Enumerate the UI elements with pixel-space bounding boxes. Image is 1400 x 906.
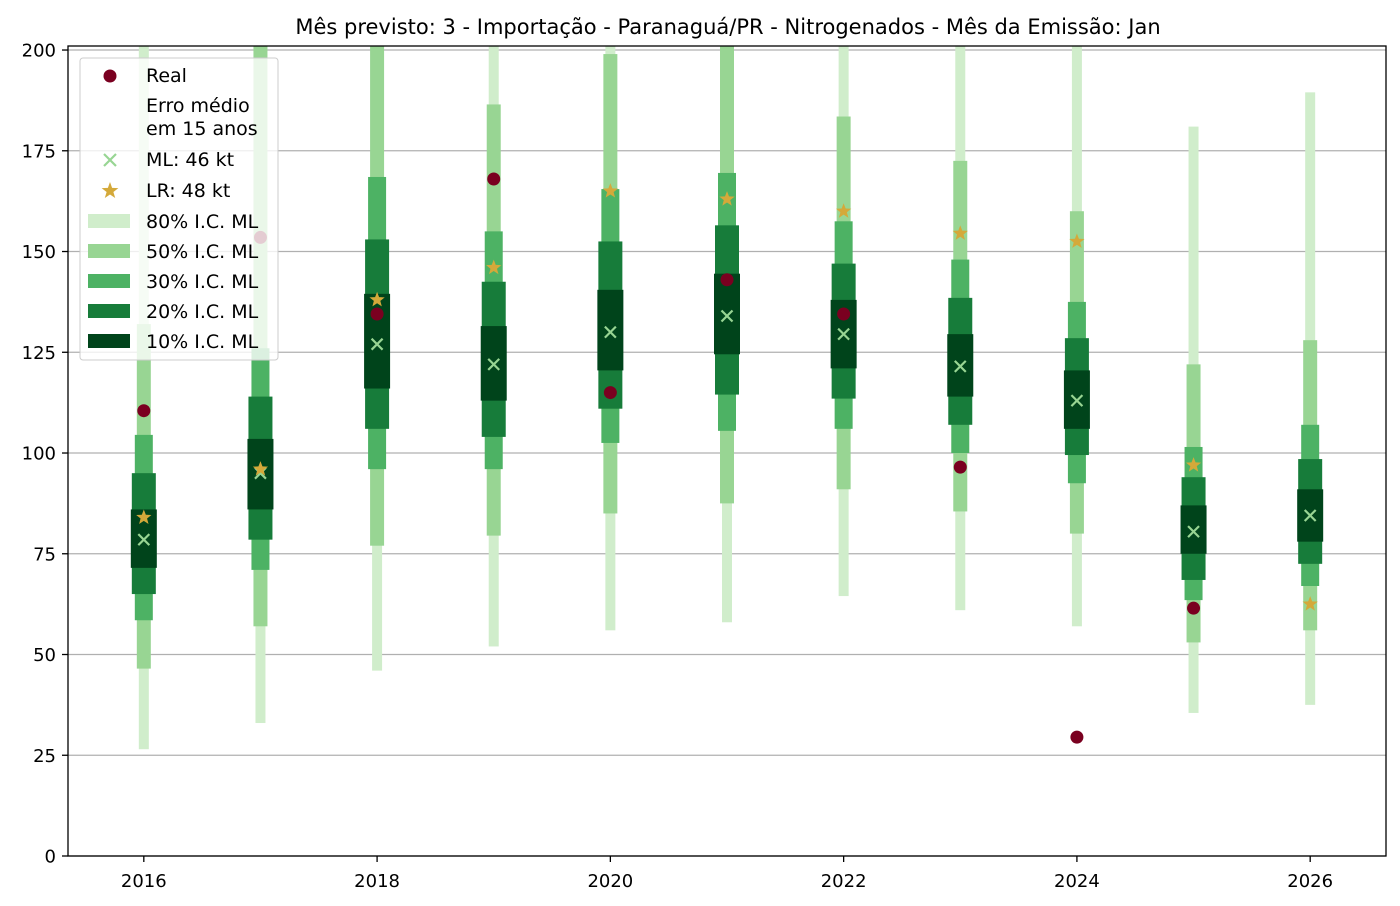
ci10-bar [1180,505,1207,554]
legend-note-line1: Erro médio [146,95,250,117]
ml-marker [137,533,151,546]
real-marker [837,307,851,321]
ml-marker [370,337,384,351]
axes: 0 25 50 75 100 125 150 175 200 2016 2018 2020 2022 20… [22,41,1387,892]
real-marker [603,386,617,400]
y-tick-label: 50 [33,645,56,666]
legend-lr-marker [101,182,119,198]
markers [136,172,1318,744]
x-tick-label: 2016 [121,871,167,892]
lr-marker [369,291,385,307]
legend-real-marker [103,69,117,83]
lr-marker [836,203,852,218]
y-tick-label: 150 [22,242,56,263]
legend-ml-marker [103,153,117,167]
y-tick-label: 200 [22,41,56,62]
legend-ci20-swatch [88,304,130,318]
legend-ci10-label: 10% I.C. ML [146,331,259,353]
y-tick-label: 25 [33,746,56,767]
ml-marker-stroke [720,309,734,323]
lr-marker [719,191,735,206]
real-marker [370,307,384,321]
ml-marker [953,360,967,373]
x-tick-label: 2022 [821,871,867,892]
y-tick-label: 100 [22,444,56,465]
x-tick-label: 2018 [354,871,400,892]
legend-ml-label: ML: 46 kt [146,149,234,171]
legend-ci50-swatch [88,244,130,258]
legend: Real Erro médio em 15 anos ML: 46 kt LR:… [79,57,279,361]
ml-marker [604,325,617,339]
legend-real-label: Real [146,65,187,87]
real-marker [953,460,967,474]
real-marker [720,273,734,287]
x-tick-label: 2024 [1054,871,1100,892]
ml-marker [1070,394,1084,407]
ml-marker [1187,525,1200,538]
legend-ci30-swatch [88,274,130,288]
y-tick-label: 0 [45,847,56,868]
ml-marker-stroke [137,533,151,546]
ci10-bar [597,289,624,371]
legend-ci30-label: 30% I.C. ML [146,271,259,293]
real-marker [137,404,151,418]
x-tick-label: 2020 [587,871,633,892]
ml-marker [1303,509,1317,522]
ml-marker [720,309,734,323]
lr-marker [1302,596,1318,611]
real-marker [487,172,501,186]
x-tick-label: 2026 [1287,871,1333,892]
y-tick-label: 125 [22,343,56,364]
lr-marker [252,461,269,476]
plot-frame [67,45,1387,857]
legend-note-line2: em 15 anos [146,118,258,140]
confidence-intervals [130,46,1324,750]
real-marker [1070,730,1084,744]
legend-ci10-swatch [88,334,130,348]
legend-ci80-swatch [88,214,130,228]
ml-marker-stroke [604,325,617,339]
y-tick-label: 75 [33,544,56,565]
ml-marker-stroke [370,337,384,351]
ml-marker-stroke [1070,394,1084,407]
lr-marker [1069,233,1085,248]
ml-marker-stroke [953,360,967,373]
lr-marker [136,509,152,524]
legend-ci20-label: 20% I.C. ML [146,301,259,323]
ml-marker [487,358,501,371]
ml-marker-stroke [1303,509,1317,522]
ml-marker [837,327,850,341]
ci10-bar [714,273,740,355]
legend-lr-label: LR: 48 kt [146,180,230,202]
lr-marker [952,225,968,240]
real-marker [1187,601,1201,615]
lr-marker [486,259,502,275]
legend-ci80-label: 80% I.C. ML [146,211,259,233]
lr-marker [1185,457,1202,472]
lr-marker [602,183,618,198]
ml-marker-stroke [1187,525,1200,538]
y-tick-label: 175 [22,141,56,162]
ml-marker-stroke [487,358,501,371]
legend-ci50-label: 50% I.C. ML [146,241,259,263]
ml-marker-stroke [837,327,850,341]
chart-title: Mês previsto: 3 - Importação - Paranaguá… [295,15,1160,39]
